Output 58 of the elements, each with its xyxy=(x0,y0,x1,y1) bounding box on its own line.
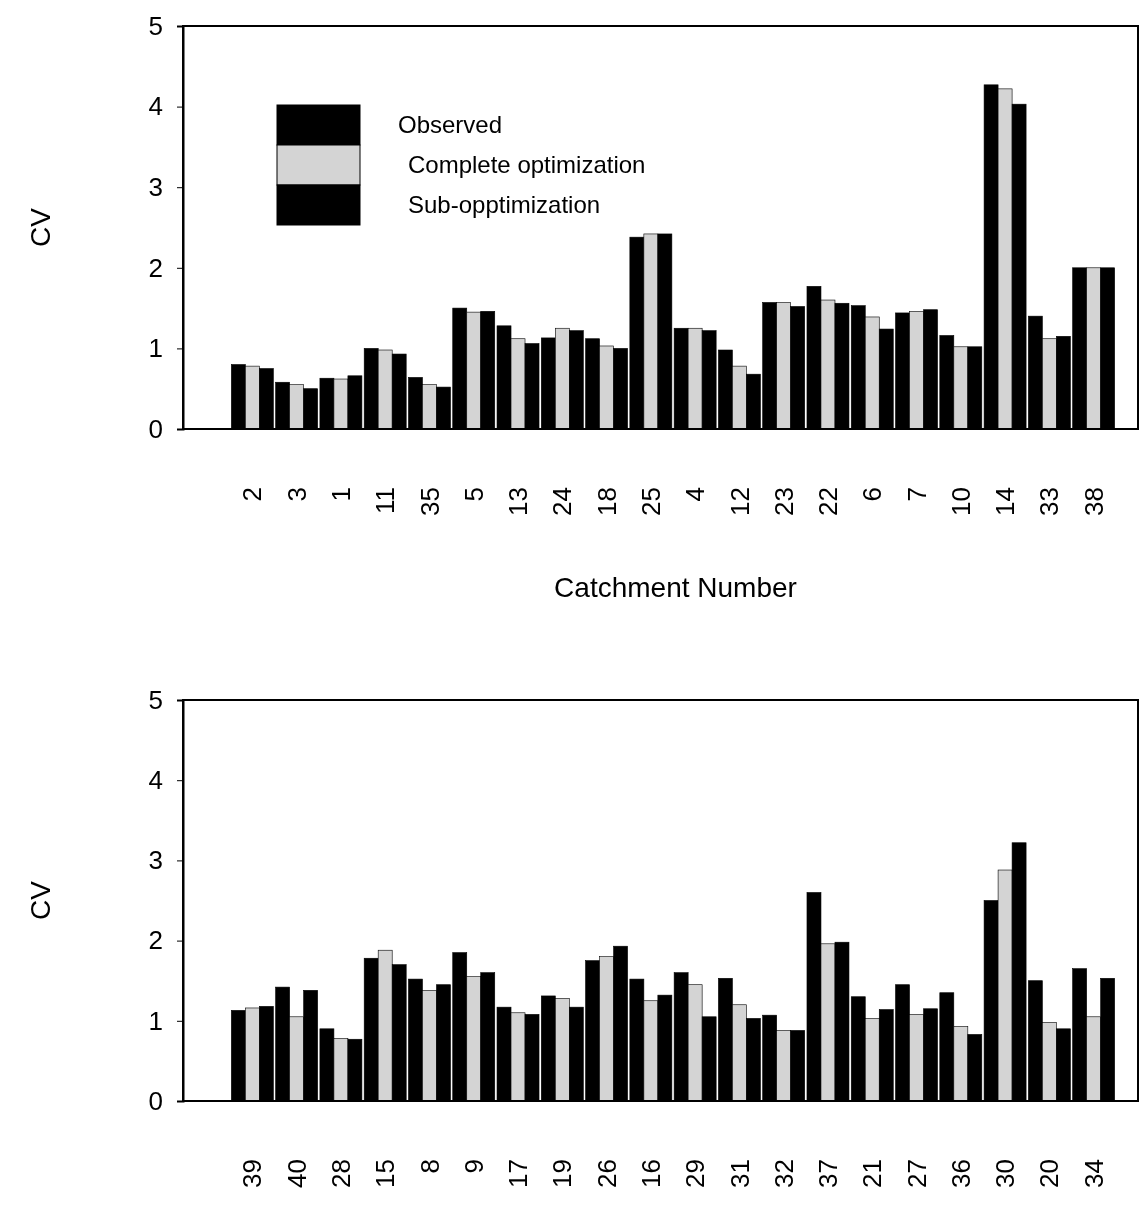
x-tick-label: 10 xyxy=(945,487,976,516)
x-tick-label: 17 xyxy=(503,1159,534,1188)
y-tick-label: 4 xyxy=(148,91,163,122)
x-tick-label: 31 xyxy=(724,1159,755,1188)
x-tick-label: 19 xyxy=(547,1159,578,1188)
legend-label: Sub-opptimization xyxy=(408,191,601,219)
x-tick-label: 1 xyxy=(326,487,357,502)
x-tick-label: 27 xyxy=(901,1159,932,1188)
y-axis-title: CV xyxy=(25,207,56,247)
x-tick-label: 39 xyxy=(237,1159,268,1188)
x-tick-label: 40 xyxy=(281,1159,312,1188)
x-tick-label: 3 xyxy=(281,487,312,502)
y-tick-label: 0 xyxy=(148,413,163,444)
legend-label: Observed xyxy=(398,111,503,139)
x-tick-label: 34 xyxy=(1078,1159,1109,1188)
x-tick-label: 6 xyxy=(857,487,888,502)
x-tick-label: 30 xyxy=(990,1159,1021,1188)
x-tick-label: 7 xyxy=(901,487,932,502)
y-tick-label: 1 xyxy=(148,333,163,364)
x-tick-label: 35 xyxy=(414,487,445,516)
x-tick-label: 26 xyxy=(591,1159,622,1188)
x-tick-label: 29 xyxy=(680,1159,711,1188)
x-tick-label: 16 xyxy=(635,1159,666,1188)
x-tick-label: 24 xyxy=(547,487,578,516)
x-tick-label: 4 xyxy=(680,487,711,502)
x-tick-label: 21 xyxy=(857,1159,888,1188)
y-tick-label: 2 xyxy=(148,925,163,956)
y-tick-label: 1 xyxy=(148,1005,163,1036)
x-tick-label: 13 xyxy=(503,487,534,516)
x-tick-label: 28 xyxy=(326,1159,357,1188)
x-tick-label: 37 xyxy=(813,1159,844,1188)
x-tick-label: 5 xyxy=(458,487,489,502)
x-axis-title: Catchment Number xyxy=(554,572,797,603)
x-tick-label: 20 xyxy=(1034,1159,1065,1188)
y-axis-title: CV xyxy=(25,880,56,920)
y-tick-label: 5 xyxy=(148,684,163,715)
y-tick-label: 4 xyxy=(148,765,163,796)
x-tick-label: 18 xyxy=(591,487,622,516)
x-tick-label: 2 xyxy=(237,487,268,502)
x-tick-label: 25 xyxy=(635,487,666,516)
x-tick-label: 12 xyxy=(724,487,755,516)
x-tick-label: 11 xyxy=(370,487,401,514)
y-tick-label: 3 xyxy=(148,845,163,876)
x-tick-label: 36 xyxy=(945,1159,976,1188)
legend-label: Complete optimization xyxy=(408,151,646,179)
x-tick-label: 15 xyxy=(370,1159,401,1188)
y-tick-label: 2 xyxy=(148,252,163,283)
y-tick-label: 5 xyxy=(148,10,163,41)
x-tick-label: 32 xyxy=(768,1159,799,1188)
x-tick-label: 33 xyxy=(1034,487,1065,516)
x-tick-label: 14 xyxy=(990,487,1021,516)
x-tick-label: 9 xyxy=(458,1159,489,1174)
x-tick-label: 38 xyxy=(1078,487,1109,516)
x-tick-label: 8 xyxy=(414,1159,445,1174)
x-tick-label: 23 xyxy=(768,487,799,516)
x-tick-label: 22 xyxy=(813,487,844,516)
y-tick-label: 3 xyxy=(148,172,163,203)
y-tick-label: 0 xyxy=(148,1085,163,1116)
